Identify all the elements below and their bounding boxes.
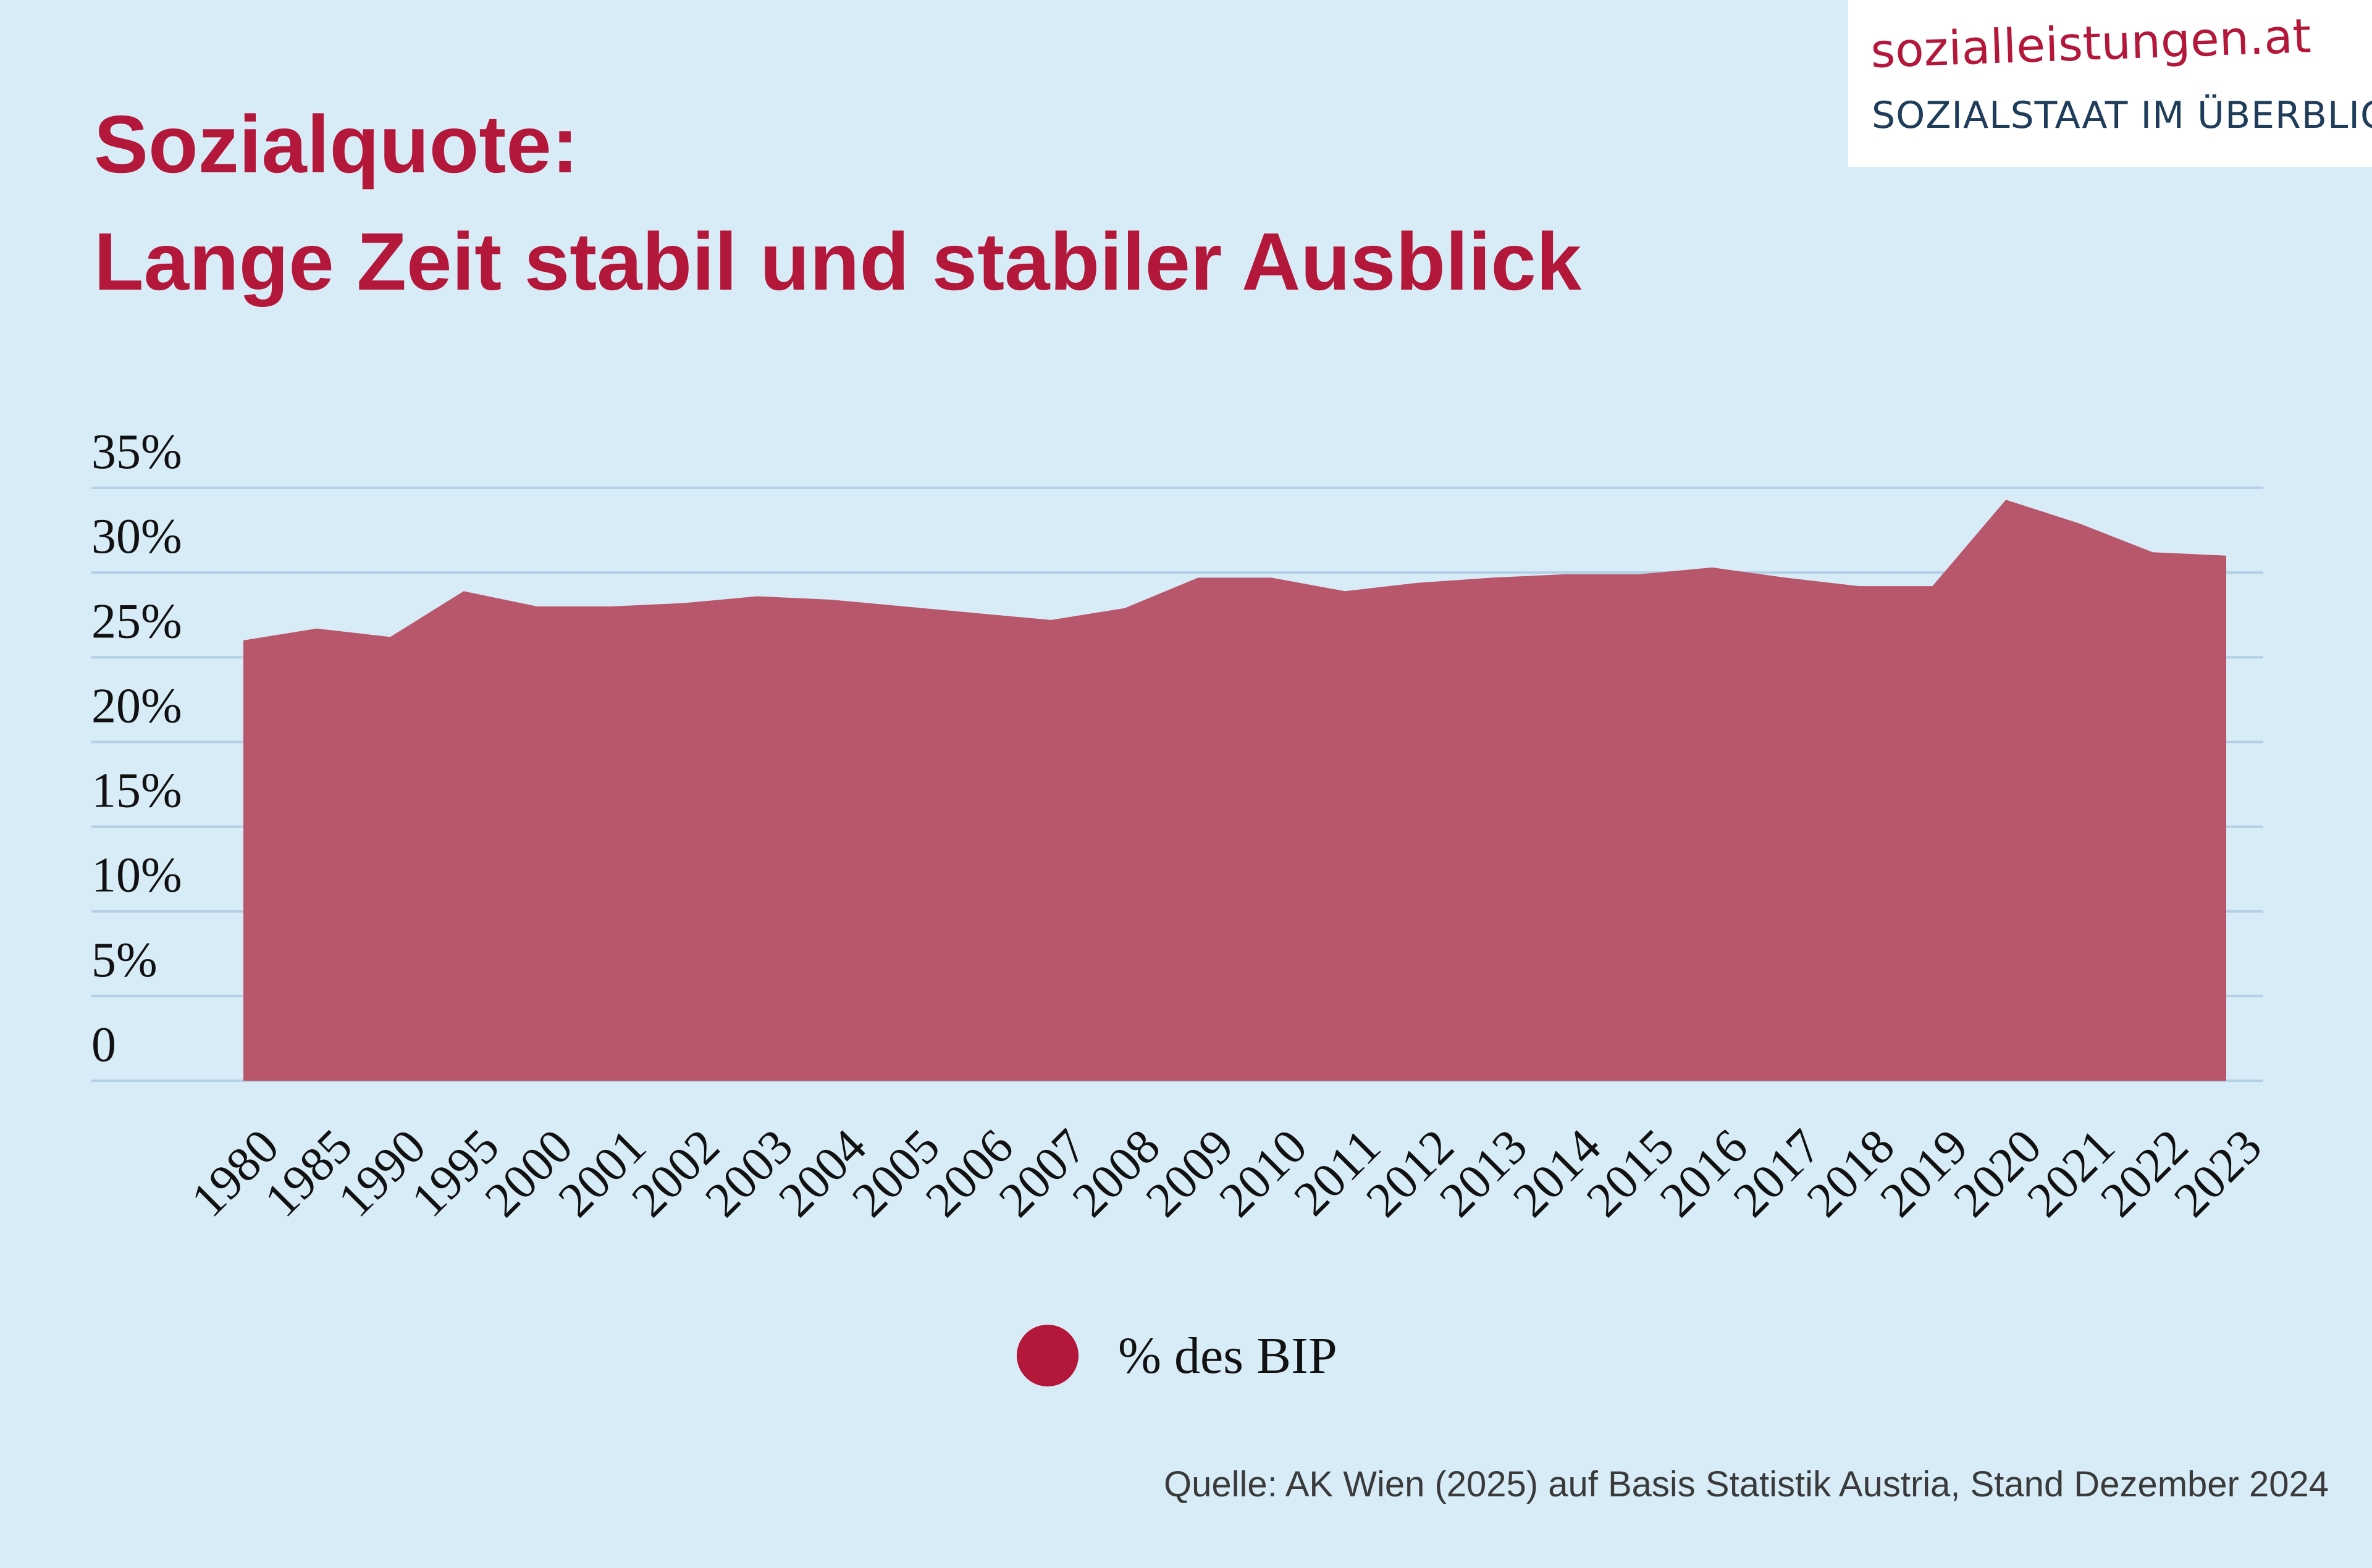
source-note: Quelle: AK Wien (2025) auf Basis Statist… [1164,1464,2329,1504]
x-tick-label: 2023 [2164,1119,2272,1227]
y-tick-label: 15% [91,764,182,818]
area-series [243,500,2226,1081]
y-tick-label: 30% [91,509,182,564]
y-axis-ticks: 0 5% 10% 15% 20% 25% 30% 35% [91,425,182,1072]
legend: % des BIP [1017,1322,1337,1390]
brand-logo: sozialleistungen.at SOZIALSTAAT IM ÜBERB… [1848,0,2372,167]
y-tick-label: 35% [91,425,182,479]
page-subtitle: Lange Zeit stabil und stabiler Ausblick [94,216,1582,307]
page-title: Sozialquote: [94,99,579,190]
y-tick-label: 0 [91,1018,116,1072]
legend-label: % des BIP [1118,1327,1337,1385]
legend-swatch [1017,1325,1079,1386]
y-tick-label: 20% [91,679,182,733]
y-tick-label: 10% [91,849,182,903]
logo-tagline: SOZIALSTAAT IM ÜBERBLICK [1872,94,2372,137]
y-tick-label: 25% [91,594,182,648]
y-tick-label: 5% [91,933,158,987]
x-axis-ticks: 1980198519901995200020012002200320042005… [181,1119,2272,1227]
area-series-fill [243,500,2226,1081]
